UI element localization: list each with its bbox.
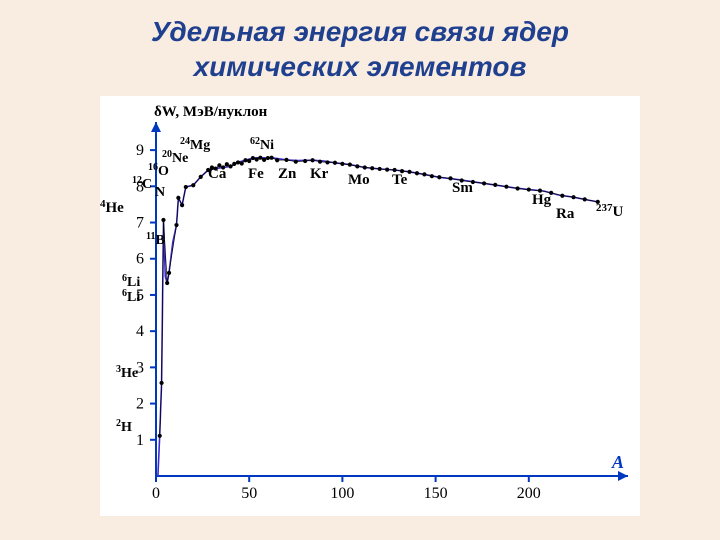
data-point bbox=[228, 164, 232, 168]
element-label: Te bbox=[392, 172, 408, 188]
data-point bbox=[422, 172, 426, 176]
data-point bbox=[407, 170, 411, 174]
data-point bbox=[325, 160, 329, 164]
data-point bbox=[294, 160, 298, 164]
data-point bbox=[258, 156, 262, 160]
element-label: 4He bbox=[100, 198, 124, 216]
element-label: Mo bbox=[348, 172, 370, 188]
data-point bbox=[333, 161, 337, 165]
data-point bbox=[176, 196, 180, 200]
data-point bbox=[560, 194, 564, 198]
element-label: Kr bbox=[310, 166, 329, 182]
data-point bbox=[385, 168, 389, 172]
data-point bbox=[158, 434, 162, 438]
x-tick-label: 0 bbox=[152, 485, 160, 502]
data-point bbox=[370, 166, 374, 170]
element-label: 3He bbox=[116, 364, 138, 381]
chart-panel: 050100150200123456789δW, МэВ/нуклонA2H3H… bbox=[100, 96, 640, 516]
data-point bbox=[159, 381, 163, 385]
data-point bbox=[161, 218, 165, 222]
element-label: 11B bbox=[146, 231, 165, 248]
data-point bbox=[348, 162, 352, 166]
data-point bbox=[232, 162, 236, 166]
data-point bbox=[275, 158, 279, 162]
data-point bbox=[482, 181, 486, 185]
element-label: Fe bbox=[248, 166, 264, 182]
x-tick-label: 100 bbox=[330, 485, 354, 502]
slide: Удельная энергия связи ядер химических э… bbox=[0, 0, 720, 540]
data-point bbox=[165, 281, 169, 285]
element-label: 237U bbox=[596, 202, 624, 220]
data-point bbox=[199, 175, 203, 179]
y-tick-label: 7 bbox=[136, 215, 144, 232]
data-point bbox=[240, 161, 244, 165]
element-label: Ca bbox=[208, 166, 227, 182]
element-label: Zn bbox=[278, 166, 297, 182]
x-tick-label: 50 bbox=[241, 485, 257, 502]
y-tick-label: 2 bbox=[136, 396, 144, 413]
element-label: 6Li bbox=[122, 288, 140, 305]
y-tick-label: 4 bbox=[136, 323, 144, 340]
data-point bbox=[583, 197, 587, 201]
data-point bbox=[262, 158, 266, 162]
data-point bbox=[527, 187, 531, 191]
y-axis-title: δW, МэВ/нуклон bbox=[154, 104, 268, 120]
data-point bbox=[355, 164, 359, 168]
x-axis-title: A bbox=[611, 452, 624, 472]
data-point bbox=[310, 158, 314, 162]
data-point bbox=[167, 271, 171, 275]
y-tick-label: 6 bbox=[136, 251, 144, 268]
data-point bbox=[318, 160, 322, 164]
element-label: Hg bbox=[532, 192, 552, 208]
data-point bbox=[340, 162, 344, 166]
data-point bbox=[415, 171, 419, 175]
data-point bbox=[284, 158, 288, 162]
data-point bbox=[255, 157, 259, 161]
data-point bbox=[191, 183, 195, 187]
data-point bbox=[184, 185, 188, 189]
data-point bbox=[363, 165, 367, 169]
data-point bbox=[269, 156, 273, 160]
binding-energy-chart: 050100150200123456789δW, МэВ/нуклонA2H3H… bbox=[100, 96, 640, 516]
data-point bbox=[437, 175, 441, 179]
data-point bbox=[247, 159, 251, 163]
y-tick-label: 9 bbox=[136, 142, 144, 159]
element-label: Ra bbox=[556, 206, 575, 222]
data-point bbox=[504, 185, 508, 189]
data-point bbox=[571, 195, 575, 199]
data-point bbox=[493, 183, 497, 187]
slide-title: Удельная энергия связи ядер химических э… bbox=[0, 14, 720, 84]
element-label: N bbox=[155, 185, 165, 200]
data-point bbox=[243, 158, 247, 162]
element-label: 2H bbox=[116, 418, 132, 435]
data-point bbox=[516, 186, 520, 190]
y-axis-arrow bbox=[151, 122, 161, 132]
y-tick-label: 1 bbox=[136, 432, 144, 449]
x-tick-label: 200 bbox=[517, 485, 541, 502]
element-label: 62Ni bbox=[250, 136, 274, 153]
x-tick-label: 150 bbox=[424, 485, 448, 502]
x-axis-arrow bbox=[618, 471, 628, 481]
data-point bbox=[236, 160, 240, 164]
data-point bbox=[266, 156, 270, 160]
data-point bbox=[303, 159, 307, 163]
data-point bbox=[180, 203, 184, 207]
data-point bbox=[430, 174, 434, 178]
data-point bbox=[174, 223, 178, 227]
element-label: Sm bbox=[452, 180, 473, 196]
data-point bbox=[378, 167, 382, 171]
data-point bbox=[251, 156, 255, 160]
